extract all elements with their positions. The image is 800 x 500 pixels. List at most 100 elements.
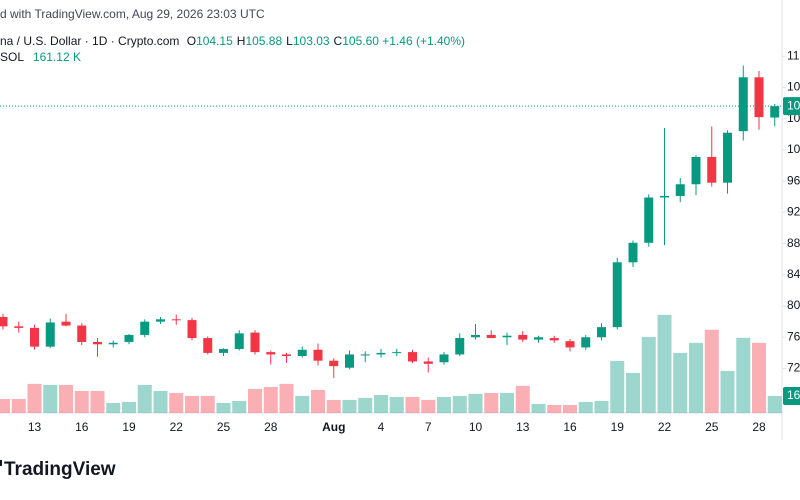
x-tick-label: 4 — [378, 420, 385, 434]
candle-body — [612, 262, 622, 328]
volume-bar — [626, 372, 640, 413]
candle-body — [282, 354, 291, 357]
plot: 6872768084889296100104108112131619222528… — [0, 48, 800, 434]
volume-bar — [216, 402, 231, 413]
volume-bar — [500, 392, 514, 413]
volume-bar — [594, 400, 609, 413]
candle-body — [187, 320, 197, 339]
ohlc-value: 105.60 — [342, 34, 379, 48]
volume-bar — [326, 399, 341, 413]
y-tick-label: 112 — [787, 48, 800, 62]
candle-body — [61, 321, 71, 326]
volume-bar — [531, 403, 546, 413]
ohlc-value: 105.88 — [245, 34, 283, 48]
candle-body — [408, 352, 417, 362]
candle-body — [534, 337, 543, 340]
candle-body — [754, 77, 764, 118]
volume-bar — [311, 389, 325, 413]
volume-bar — [720, 370, 735, 413]
candle-body — [423, 361, 433, 364]
candle-body — [360, 354, 370, 356]
candle-body — [250, 332, 260, 353]
candle-body — [14, 326, 24, 328]
volume-bar — [153, 390, 168, 413]
logo-text: TradingView — [4, 459, 116, 480]
candle-body — [313, 349, 323, 361]
candle-body — [376, 352, 386, 355]
volume-bar — [169, 392, 184, 413]
candle-body — [723, 132, 732, 183]
candle-body — [565, 341, 575, 348]
volume-row: SOL 161.12 K — [0, 50, 81, 64]
candle-body — [644, 197, 654, 243]
volume-bar — [263, 386, 278, 413]
ohlc-label: H — [236, 34, 246, 48]
candle-body — [140, 321, 150, 335]
candle-body — [297, 349, 307, 357]
volume-bar — [358, 397, 373, 413]
ohlc-label: L — [286, 34, 293, 48]
price-tag — [783, 97, 800, 116]
volume-bar — [704, 329, 719, 413]
candle-body — [171, 319, 181, 321]
volume-bar — [452, 395, 467, 413]
candle-body — [439, 354, 449, 363]
candle-body — [660, 195, 669, 198]
volume-bar — [90, 390, 105, 413]
volume-bar — [767, 396, 782, 413]
y-tick-label: 96 — [787, 173, 800, 187]
candle-body — [597, 327, 606, 338]
x-tick-label: 22 — [658, 420, 672, 434]
candle-body — [124, 334, 134, 342]
candle-body — [77, 325, 87, 342]
volume-name: SOL — [0, 50, 24, 64]
x-tick-label: 7 — [425, 420, 432, 434]
volume-bar — [736, 337, 751, 413]
x-tick-label: 25 — [705, 420, 719, 434]
x-tick-label: 28 — [752, 420, 766, 434]
x-tick-label: 10 — [469, 420, 483, 434]
y-tick-label: 76 — [787, 329, 800, 343]
candle-body — [30, 327, 39, 347]
volume-bar — [248, 388, 262, 413]
candle-body — [455, 338, 465, 355]
candle-body — [156, 319, 165, 322]
volume-bar — [578, 401, 593, 413]
volume-bar — [641, 336, 656, 413]
candle-body — [108, 342, 118, 345]
volume-bar — [74, 390, 89, 413]
candle-body — [471, 334, 480, 338]
volume-bar — [185, 395, 199, 413]
candle-body — [518, 334, 528, 340]
candle-body — [219, 348, 228, 353]
ohlc: O104.15 H105.88 L103.03 C105.60 — [183, 34, 379, 48]
candle-body — [329, 360, 339, 367]
candle-body — [707, 156, 717, 183]
volume-bar — [106, 402, 121, 413]
x-tick-label: 19 — [122, 420, 136, 434]
x-tick-label: 16 — [75, 420, 89, 434]
ohlc-value: 104.15 — [196, 34, 233, 48]
volume-bar — [122, 401, 136, 413]
volume-bar — [27, 383, 42, 413]
y-tick-label: 88 — [787, 236, 800, 250]
volume-bar — [200, 395, 215, 413]
volume-tag-label: 161.12K — [787, 388, 800, 402]
y-tick-label: 80 — [787, 298, 800, 312]
ohlc-label: O — [186, 34, 197, 48]
candle-body — [738, 77, 748, 132]
candle-body — [549, 338, 559, 341]
candle-body — [675, 184, 685, 196]
change: +1.46 (+1.40%) — [382, 34, 465, 48]
ohlc-label: C — [333, 34, 343, 48]
x-tick-label: 25 — [217, 420, 231, 434]
volume-bar — [421, 399, 436, 413]
candle-body — [93, 341, 102, 345]
candle-body — [0, 316, 8, 327]
x-tick-label: 16 — [563, 420, 577, 434]
candle-body — [266, 352, 276, 355]
symbol: na / U.S. Dollar · 1D · Crypto.com — [0, 34, 180, 48]
y-tick-label: 100 — [787, 142, 800, 156]
volume-bar — [657, 314, 672, 413]
volume-value: 161.12 K — [32, 50, 81, 64]
